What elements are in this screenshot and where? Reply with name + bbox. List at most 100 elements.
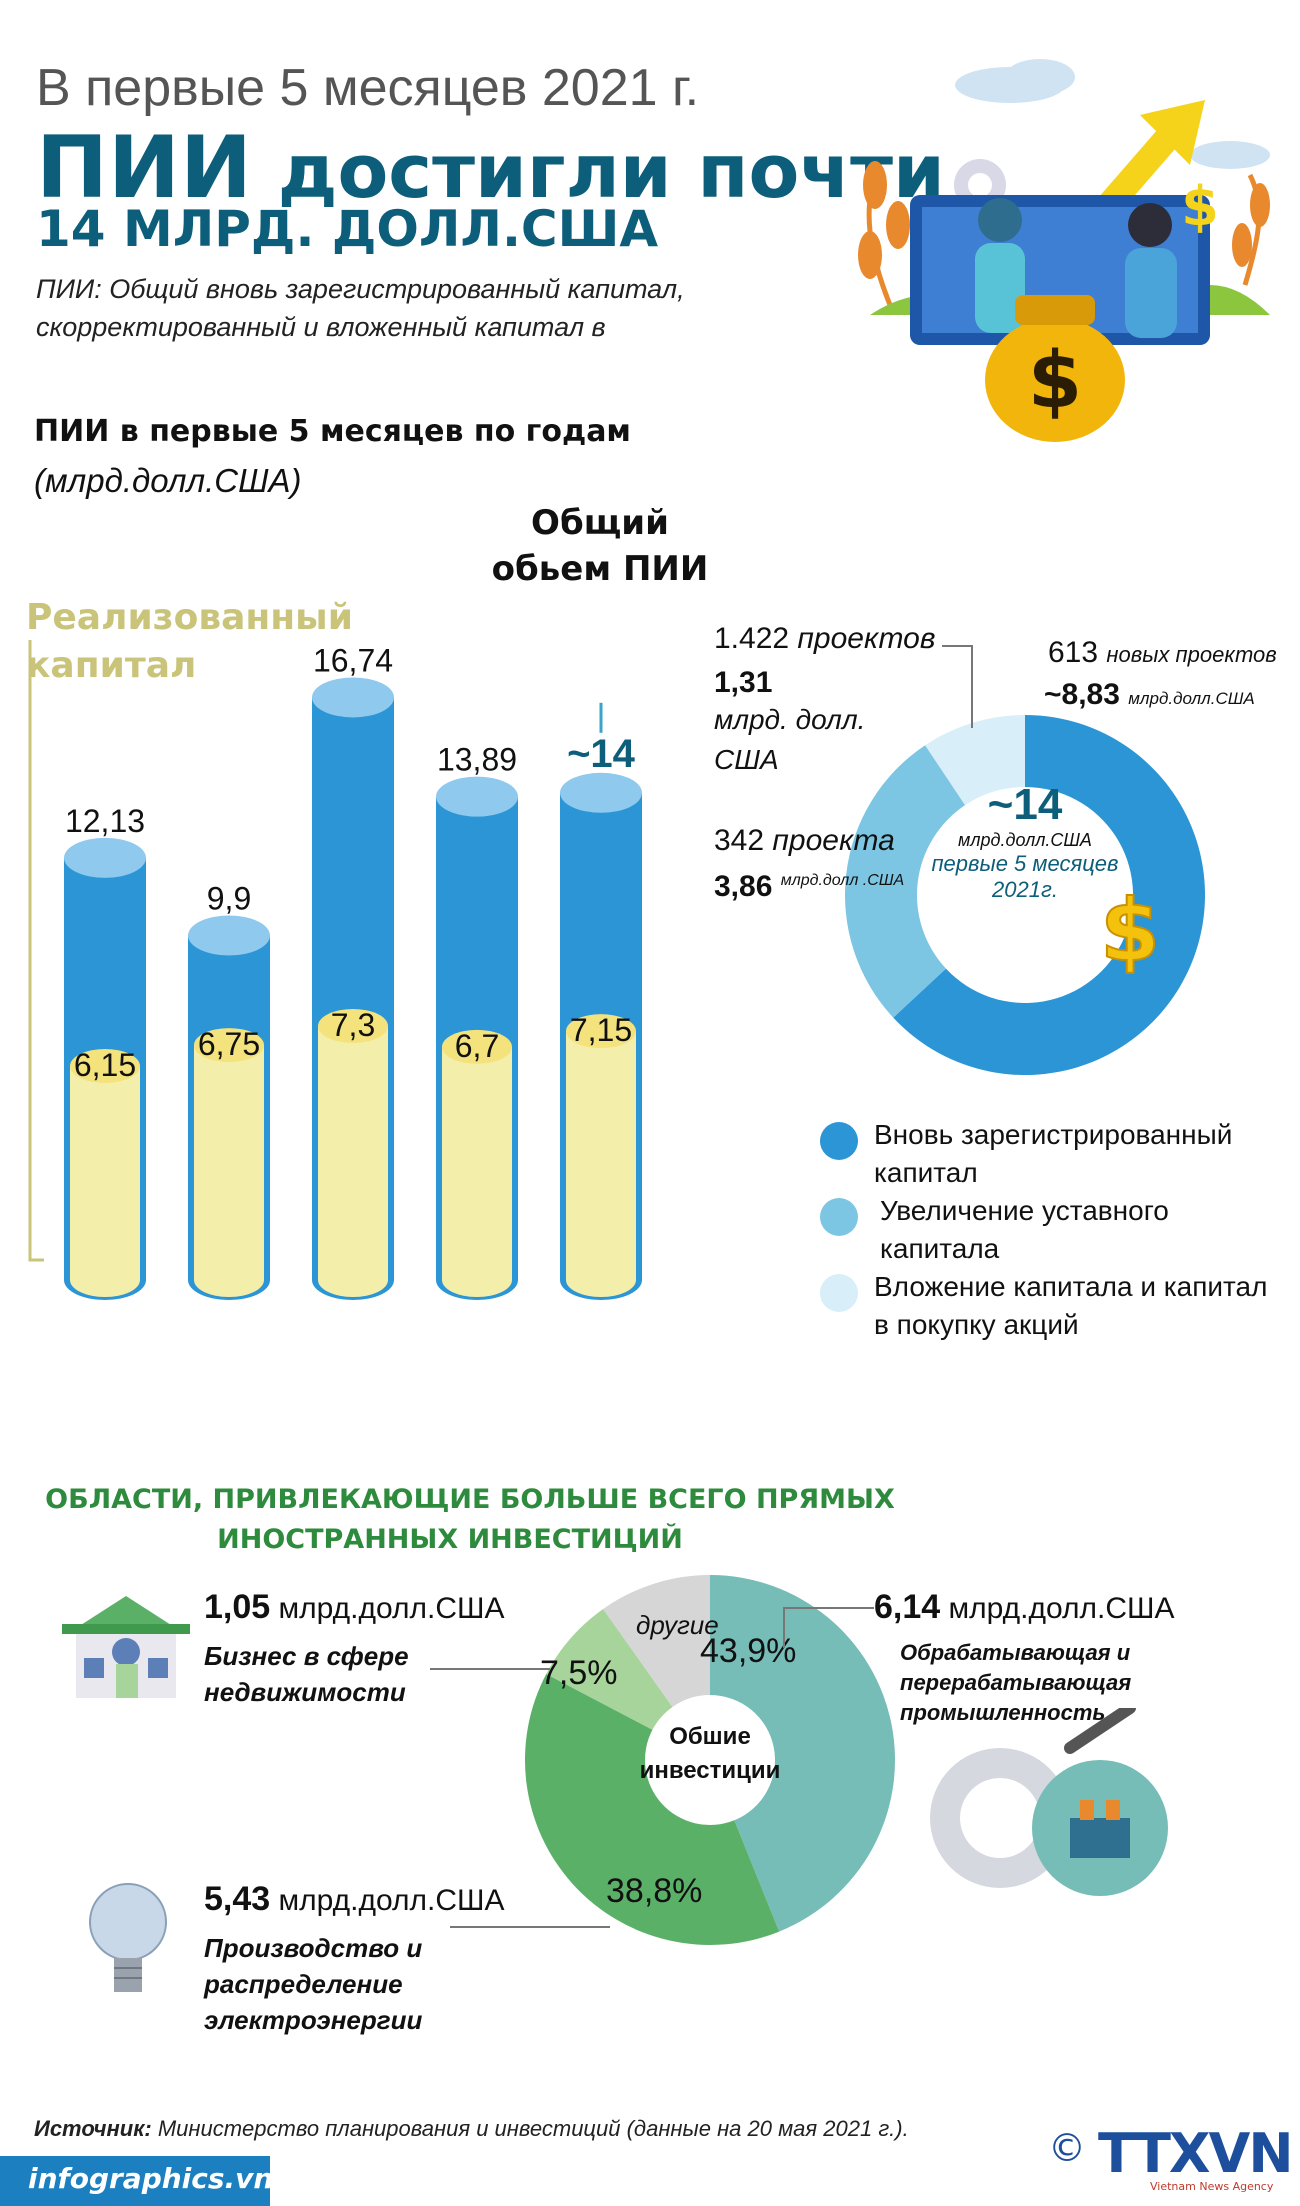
realized-bar — [442, 1046, 512, 1280]
total-bar-cap — [312, 677, 394, 718]
realized-bar — [194, 1045, 264, 1280]
manufacturing-amount-unit: млрд.долл.США — [948, 1592, 1175, 1625]
donut1-label-share: 1.422 проектов — [714, 622, 935, 656]
donut-slice — [603, 1575, 710, 1707]
share-amount: 1,31 — [714, 666, 773, 699]
legend-item-share: Вложение капитала и капитал в покупку ак… — [820, 1268, 1280, 1348]
cylinder-bar-chart: 12,13 6,15 2017 г. 9,9 6,75 2018 г. 16,74 7,3 20… — [28, 640, 648, 1320]
electricity-leader-line — [450, 1926, 610, 1928]
legend-text-increase: Увеличение уставного капитала — [880, 1195, 1169, 1264]
header-title-line2: 14 МЛРД. ДОЛЛ.США — [36, 200, 659, 258]
increase-amount-unit: млрд.долл .США — [780, 872, 905, 889]
section2-title-line2: ИНОСТРАННЫХ ИНВЕСТИЦИЙ — [217, 1524, 683, 1555]
legend-dot-increase — [820, 1198, 858, 1236]
realestate-amount-unit: млрд.долл.США — [278, 1592, 505, 1625]
electricity-amount-value: 5,43 — [204, 1880, 271, 1918]
total-value-label: ~14 — [567, 732, 636, 776]
share-leader-line — [942, 645, 973, 728]
legend-item-new: Вновь зарегистрированный капитал — [820, 1116, 1280, 1196]
total-value-label: 13,89 — [437, 742, 517, 778]
legend-dot-new — [820, 1122, 858, 1160]
realestate-amount: 1,05 млрд.долл.США — [204, 1588, 505, 1627]
increase-count: 342 — [714, 824, 765, 857]
realized-value-label: 6,7 — [455, 1028, 499, 1064]
investment-illustration: $ $ — [858, 59, 1270, 442]
realized-bar-base — [70, 1263, 140, 1297]
dollar-sign-icon: $ — [1181, 175, 1219, 238]
year-label: 2020 г. — [426, 1318, 529, 1320]
svg-text:$: $ — [1181, 175, 1219, 238]
pct-other: другие — [636, 1610, 719, 1640]
pct-realestate: 7,5% — [540, 1654, 618, 1692]
electricity-amount: 5,43 млрд.долл.США — [204, 1880, 505, 1919]
total-value-label: 9,9 — [207, 880, 251, 916]
new-amount: ~8,83 — [1044, 678, 1120, 711]
donut1-center-value: ~14 — [987, 780, 1063, 829]
realized-value-label: 6,15 — [74, 1047, 136, 1083]
total-bar-cap — [188, 915, 270, 956]
site-link[interactable]: infographics.vn — [28, 2162, 274, 2195]
money-bag-icon: $ — [985, 295, 1125, 442]
realized-label: Реализованный капитал — [26, 594, 353, 690]
realized-bar-base — [566, 1263, 636, 1297]
increase-amount: 3,86 — [714, 870, 773, 903]
title-big: ПИИ — [36, 118, 252, 218]
lightbulb-icon — [89, 1883, 167, 1992]
manufacturing-leader-line — [783, 1607, 874, 1648]
copyright-icon: © — [1048, 2126, 1086, 2170]
header-description: ПИИ: Общий вновь зарегистрированный капи… — [36, 274, 685, 342]
legend-text-share: Вложение капитала и капитал в покупку ак… — [874, 1271, 1268, 1340]
realized-bar-cap — [318, 1008, 388, 1043]
electricity-amount-unit: млрд.долл.США — [278, 1884, 505, 1917]
legend-text-new: Вновь зарегистрированный капитал — [874, 1119, 1233, 1188]
year-label: 2021г. — [554, 1318, 647, 1320]
share-count: 1.422 — [714, 622, 790, 655]
manufacturing-name: Обрабатывающая и перерабатывающая промыш… — [900, 1640, 1132, 1725]
agency-logo-sub: Vietnam News Agency — [1150, 2180, 1274, 2193]
section2-title: ОБЛАСТИ, ПРИВЛЕКАЮЩИЕ БОЛЬШЕ ВСЕГО ПРЯМЫ… — [0, 1480, 900, 1560]
total-value-label: 16,74 — [313, 642, 393, 678]
factory-gear-icon — [930, 1708, 1168, 1896]
legend-dot-share — [820, 1274, 858, 1312]
header-subtitle: В первые 5 месяцев 2021 г. — [36, 59, 700, 117]
cloud-icon — [955, 59, 1270, 169]
manufacturing-amount-value: 6,14 — [874, 1588, 941, 1626]
donut1-label-increase: 342 проекта — [714, 824, 895, 858]
realized-bar-cap — [70, 1048, 140, 1083]
realized-value-label: 7,3 — [331, 1007, 375, 1043]
year-label: 2019 г. — [302, 1318, 405, 1320]
donut-slice — [925, 715, 1025, 806]
donut1-center-period: первые 5 месяцев — [931, 851, 1119, 876]
svg-text:$: $ — [1100, 881, 1160, 980]
realized-value-label: 7,15 — [570, 1012, 632, 1048]
donut2-center-label: Обшие инвестиции — [639, 1723, 781, 1784]
donut-slice — [845, 745, 966, 1018]
total-label: Общий обьем ПИИ — [491, 503, 709, 589]
source-text: Министерство планирования и инвестиций (… — [151, 2116, 909, 2141]
increase-count-label: проекта — [772, 824, 895, 857]
svg-text:$: $ — [1028, 336, 1082, 426]
donut1-center: ~14 млрд.долл.США первые 5 месяцев 2021г… — [855, 780, 1195, 903]
new-count-label: новых проектов — [1106, 642, 1277, 667]
realized-label-text: Реализованный капитал — [26, 597, 353, 686]
sectors-donut-chart — [525, 1575, 896, 1945]
source-label: Источник: — [34, 2116, 152, 2141]
donut1-amount-share: 1,31 — [714, 666, 772, 700]
agency-logo: TTXVN — [1098, 2122, 1294, 2185]
realized-bar — [70, 1065, 140, 1280]
donut1-label-new: 613 новых проектов — [1048, 636, 1277, 670]
year-label: 2018 г. — [178, 1318, 281, 1320]
donut1-amount-increase: 3,86 млрд.долл .США — [714, 870, 905, 904]
realized-bar-cap — [442, 1029, 512, 1064]
total-bar-cap — [436, 776, 518, 817]
bar-chart-title: ПИИ в первые 5 месяцев по годам — [34, 414, 631, 449]
donut1-amount-new: ~8,83 млрд.долл.США — [1044, 678, 1255, 712]
share-count-label: проектов — [797, 622, 936, 655]
realized-bar-cap — [566, 1014, 636, 1049]
fdi-donut-chart — [845, 715, 1205, 1075]
total-bar-cap — [560, 772, 642, 813]
donut-slice — [893, 715, 1205, 1075]
realestate-leader-line — [430, 1668, 550, 1670]
donut1-unit-share: млрд. долл. США — [714, 704, 866, 775]
pct-manufacturing: 43,9% — [700, 1632, 797, 1670]
